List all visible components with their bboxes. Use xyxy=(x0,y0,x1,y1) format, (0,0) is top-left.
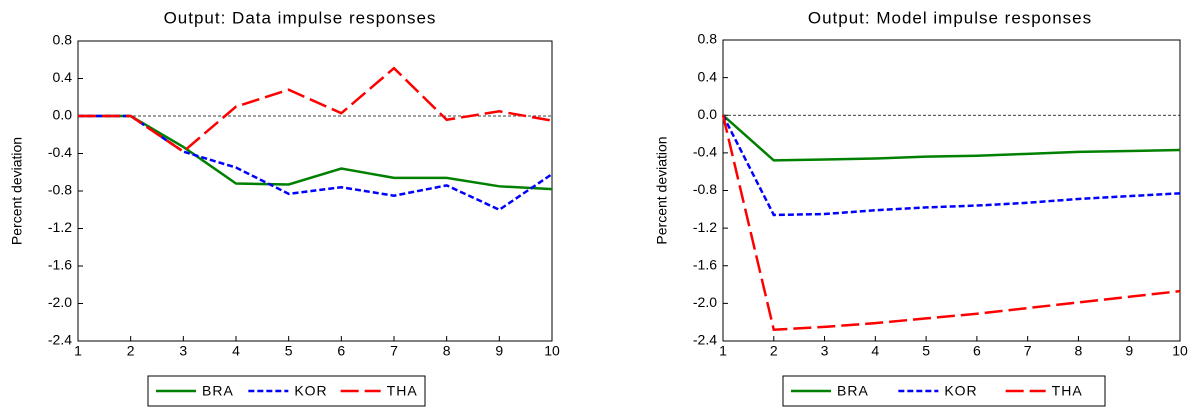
x-tick-label: 1 xyxy=(719,343,727,359)
chart-title: Output: Model impulse responses xyxy=(808,8,1092,27)
y-tick-label: 0.4 xyxy=(698,68,718,84)
x-tick-label: 4 xyxy=(232,343,240,359)
x-tick-label: 2 xyxy=(770,343,778,359)
y-tick-label: -1.2 xyxy=(48,219,72,235)
x-tick-label: 6 xyxy=(973,343,981,359)
x-tick-label: 3 xyxy=(821,343,829,359)
series-line xyxy=(721,114,1181,332)
y-tick-label: 0.8 xyxy=(698,31,718,47)
x-tick-label: 5 xyxy=(922,343,930,359)
legend-box xyxy=(782,375,1106,407)
legend-label: KOR xyxy=(294,383,327,399)
y-tick-label: -0.8 xyxy=(48,182,72,198)
y-tick-label: -0.4 xyxy=(48,144,72,160)
y-tick-label: 0.8 xyxy=(53,32,73,48)
y-axis-label: Percent deviation xyxy=(654,136,670,244)
plot-frame xyxy=(722,39,1181,342)
legend-label: BRA xyxy=(202,383,234,399)
y-tick-label: -1.2 xyxy=(693,219,717,235)
y-axis-label: Percent deviation xyxy=(9,137,25,245)
legend-label: KOR xyxy=(944,383,977,399)
y-tick-label: 0.0 xyxy=(53,107,73,123)
x-tick-label: 9 xyxy=(495,343,503,359)
y-tick-label: 0.0 xyxy=(698,106,718,122)
y-tick-label: -0.8 xyxy=(693,181,717,197)
x-tick-label: 8 xyxy=(443,343,451,359)
x-tick-label: 10 xyxy=(1172,343,1188,359)
y-tick-label: -1.6 xyxy=(48,257,72,273)
y-tick-label: -0.4 xyxy=(693,144,717,160)
y-tick-label: -2.4 xyxy=(693,332,717,348)
x-tick-label: 1 xyxy=(74,343,82,359)
y-tick-label: -2.4 xyxy=(48,332,72,348)
x-tick-label: 7 xyxy=(390,343,398,359)
y-tick-label: -1.6 xyxy=(693,256,717,272)
y-tick-label: -2.0 xyxy=(693,294,717,310)
series-line xyxy=(722,114,1181,162)
x-tick-label: 9 xyxy=(1125,343,1133,359)
x-tick-label: 10 xyxy=(544,343,560,359)
series-line xyxy=(78,114,553,191)
x-tick-label: 4 xyxy=(871,343,879,359)
legend-label: THA xyxy=(387,383,418,399)
x-tick-label: 8 xyxy=(1075,343,1083,359)
series-line xyxy=(721,114,1181,217)
chart-title: Output: Data impulse responses xyxy=(164,8,437,27)
legend-label: THA xyxy=(1052,383,1083,399)
x-tick-label: 6 xyxy=(337,343,345,359)
y-tick-label: 0.4 xyxy=(53,69,73,85)
x-tick-label: 3 xyxy=(179,343,187,359)
x-tick-label: 7 xyxy=(1024,343,1032,359)
series-line xyxy=(78,66,553,154)
y-tick-label: -2.0 xyxy=(48,294,72,310)
series-line xyxy=(78,114,553,212)
x-tick-label: 2 xyxy=(127,343,135,359)
legend-label: BRA xyxy=(837,383,869,399)
x-tick-label: 5 xyxy=(285,343,293,359)
